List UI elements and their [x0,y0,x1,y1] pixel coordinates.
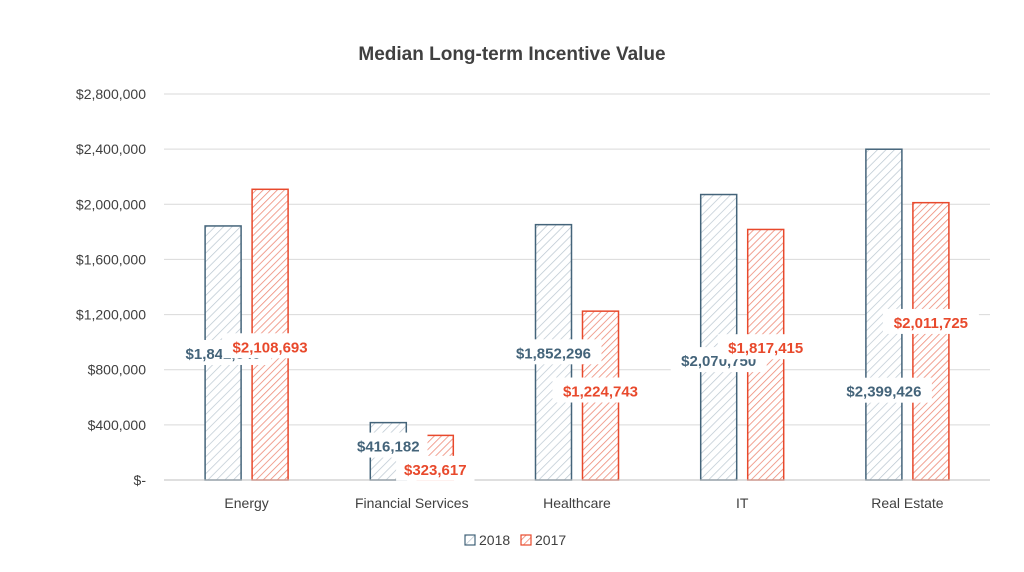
data-label: $2,011,725 [894,315,968,332]
y-tick-label: $800,000 [88,362,147,378]
data-label-bg [396,455,475,481]
y-tick-label: $2,800,000 [76,86,146,102]
data-label: $1,817,415 [728,340,803,357]
data-label: $416,182 [357,439,420,456]
chart-title: Median Long-term Incentive Value [358,44,666,65]
data-label-bg [835,377,932,403]
legend-label: 2018 [479,532,510,548]
x-tick-label: Real Estate [871,495,944,511]
data-label-bg [222,333,319,359]
y-tick-label: $1,200,000 [76,307,146,323]
data-label-bg [717,334,814,360]
x-tick-label: IT [736,495,749,511]
data-label: $1,852,296 [516,345,591,362]
data-label: $2,108,693 [233,339,308,356]
x-tick-label: Financial Services [355,495,469,511]
data-label: $1,224,743 [563,384,638,401]
data-label: $2,399,426 [846,384,921,401]
legend-swatch-2018 [464,534,476,546]
legend-swatch-2017 [520,534,532,546]
data-label-bg [882,308,979,334]
legend-label: 2017 [535,532,566,548]
bar-2017 [912,201,950,481]
data-label: $323,617 [404,462,467,479]
x-tick-label: Healthcare [543,495,611,511]
data-label-bg [505,339,602,365]
y-tick-label: $2,000,000 [76,196,146,212]
data-label-bg [349,432,428,458]
y-tick-label: $2,400,000 [76,141,146,157]
x-tick-label: Energy [224,495,268,511]
y-tick-label: $400,000 [88,417,147,433]
y-tick-label: $- [134,472,147,488]
y-tick-label: $1,600,000 [76,251,146,267]
data-label-bg [552,377,649,403]
